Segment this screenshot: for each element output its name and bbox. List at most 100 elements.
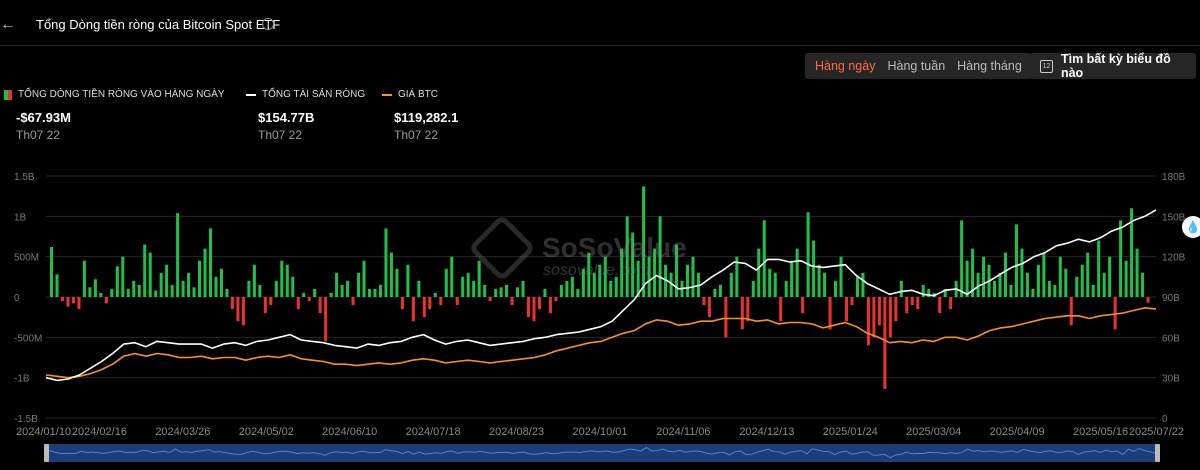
- inflow-bar: [834, 280, 838, 297]
- inflow-bar: [1086, 252, 1090, 297]
- inflow-bar: [757, 248, 761, 297]
- inflow-bar: [993, 280, 997, 297]
- legend-inflow[interactable]: TỔNG DÒNG TIỀN RÒNG VÀO HÀNG NGÀY: [4, 89, 225, 100]
- inflow-bar: [340, 284, 344, 297]
- outflow-bar: [324, 297, 328, 342]
- x-tick-label: 2025/03/04: [906, 426, 961, 438]
- y-left-tick-label: -1B: [14, 374, 30, 385]
- y-right-tick-label: 60B: [1162, 333, 1180, 344]
- y-right-tick-label: 180B: [1162, 172, 1186, 183]
- back-arrow-icon[interactable]: ←: [0, 16, 16, 33]
- inflow-bar: [718, 284, 722, 297]
- y-left-tick-label: 500M: [14, 253, 39, 264]
- outflow-bar: [740, 297, 744, 330]
- inflow-bar: [203, 248, 207, 297]
- inflow-bar: [280, 260, 284, 297]
- inflow-bar: [565, 280, 569, 297]
- inflow-bar: [346, 280, 350, 297]
- outflow-bar: [548, 297, 552, 314]
- inflow-bar: [126, 288, 130, 297]
- inflow-bar: [159, 272, 163, 297]
- outflow-bar: [351, 297, 355, 306]
- inflow-bar: [1091, 284, 1095, 297]
- outflow-bar: [236, 297, 240, 322]
- outflow-bar: [872, 297, 876, 338]
- outflow-bar: [894, 297, 898, 322]
- range-slider-right-handle[interactable]: [1155, 444, 1160, 462]
- inflow-bar: [603, 256, 607, 297]
- search-charts-label: Tìm bất kỳ biểu đồ nào: [1060, 52, 1171, 80]
- period-monthly-tab[interactable]: Hàng tháng: [957, 59, 1022, 73]
- outflow-bar: [66, 297, 70, 307]
- inflow-bar: [335, 272, 339, 297]
- inflow-bar: [812, 240, 816, 297]
- outflow-bar: [296, 297, 300, 310]
- legend-price-label: GIÁ BTC: [398, 89, 439, 100]
- inflow-bar: [592, 272, 596, 297]
- watermark-url: sosovalue.com: [543, 262, 650, 279]
- inflow-bar: [373, 288, 377, 297]
- outflow-bar: [411, 297, 415, 322]
- inflow-bar: [384, 228, 388, 297]
- legend-assets[interactable]: TỔNG TÀI SẢN RÒNG: [246, 89, 365, 100]
- inflow-bar: [1009, 284, 1013, 297]
- outflow-bar: [724, 297, 728, 338]
- inflow-bar: [1047, 280, 1051, 297]
- inflow-bar: [729, 272, 733, 297]
- outflow-bar: [801, 297, 805, 314]
- legend-price[interactable]: GIÁ BTC: [382, 89, 438, 100]
- period-weekly-tab[interactable]: Hàng tuần: [887, 59, 946, 73]
- inflow-bar: [1075, 276, 1079, 297]
- range-slider-track[interactable]: [46, 444, 1158, 462]
- inflow-bar: [1025, 272, 1029, 297]
- inflow-bar: [367, 288, 372, 297]
- inflow-bar: [1053, 284, 1057, 297]
- info-icon[interactable]: i: [262, 18, 274, 30]
- inflow-bar: [313, 288, 317, 297]
- outflow-bar: [905, 297, 909, 314]
- inflow-bar: [751, 280, 755, 297]
- inflow-bar: [735, 256, 739, 297]
- droplet-icon[interactable]: 💧: [1182, 216, 1200, 238]
- outflow-bar: [532, 297, 536, 322]
- range-slider-left-handle[interactable]: [44, 444, 49, 462]
- inflow-bar: [198, 260, 202, 297]
- outflow-bar: [71, 297, 75, 304]
- inflow-bar: [466, 272, 470, 297]
- inflow-bar: [784, 280, 788, 297]
- inflow-bar: [1119, 220, 1123, 297]
- inflow-bar: [609, 280, 613, 297]
- outflow-bar: [702, 297, 706, 306]
- inflow-bar: [823, 272, 827, 297]
- x-tick-label: 2024/11/06: [656, 426, 710, 438]
- outflow-bar: [400, 297, 404, 310]
- x-tick-label: 2024/08/23: [489, 426, 544, 438]
- inflow-bar: [960, 220, 964, 297]
- inflow-bar: [1102, 272, 1106, 297]
- outflow-bar: [850, 297, 854, 306]
- inflow-bar: [636, 260, 640, 297]
- x-tick-label: 2024/12/13: [739, 426, 794, 438]
- period-selector: Hàng ngày Hàng tuần Hàng tháng: [805, 53, 1032, 79]
- inflow-bar: [998, 272, 1002, 297]
- inflow-bar: [1031, 288, 1035, 297]
- inflow-bar: [587, 252, 591, 297]
- inflow-bar: [817, 264, 821, 297]
- inflow-bar: [1036, 264, 1040, 297]
- period-daily-tab[interactable]: Hàng ngày: [815, 59, 876, 73]
- outflow-bar: [1113, 297, 1117, 330]
- range-slider-preview[interactable]: [47, 446, 1157, 459]
- y-right-tick-label: 150B: [1162, 212, 1186, 223]
- inflow-bar: [208, 228, 213, 297]
- inflow-bar: [258, 284, 262, 297]
- inflow-bar: [176, 213, 180, 297]
- inflow-bar: [88, 287, 92, 297]
- inflow-bar: [675, 244, 679, 297]
- inflow-bar: [472, 280, 476, 297]
- inflow-bar: [187, 272, 191, 297]
- inflow-bar: [433, 292, 437, 297]
- search-charts-button[interactable]: 12 Tìm bất kỳ biểu đồ nào: [1030, 52, 1196, 80]
- inflow-bar: [132, 280, 136, 297]
- inflow-bar: [1130, 208, 1134, 297]
- inflow-bar: [658, 216, 662, 297]
